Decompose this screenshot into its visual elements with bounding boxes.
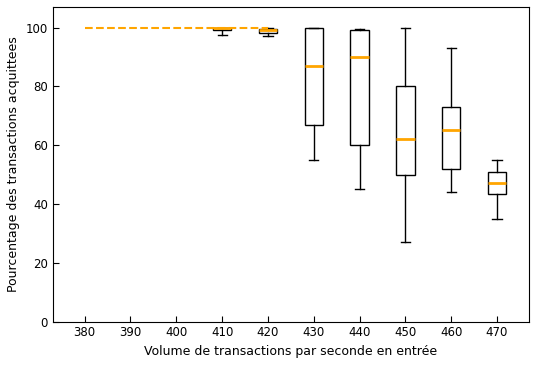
- PathPatch shape: [213, 27, 231, 30]
- Y-axis label: Pourcentage des transactions acquittees: Pourcentage des transactions acquittees: [7, 36, 20, 292]
- PathPatch shape: [259, 29, 277, 34]
- PathPatch shape: [396, 87, 414, 174]
- X-axis label: Volume de transactions par seconde en entrée: Volume de transactions par seconde en en…: [144, 345, 437, 358]
- PathPatch shape: [351, 30, 369, 145]
- PathPatch shape: [488, 172, 506, 194]
- PathPatch shape: [442, 107, 460, 169]
- PathPatch shape: [304, 27, 323, 124]
